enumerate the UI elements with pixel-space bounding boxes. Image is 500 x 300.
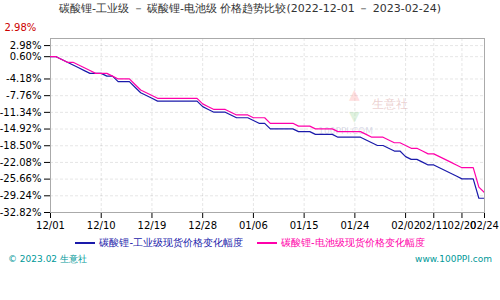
svg-text:02/20: 02/20 xyxy=(447,219,477,231)
svg-text:-25.66%: -25.66% xyxy=(0,173,42,184)
svg-text:▲: ▲ xyxy=(349,86,360,102)
svg-text:-29.24%: -29.24% xyxy=(0,190,42,201)
svg-text:-4.18%: -4.18% xyxy=(6,73,41,84)
svg-text:-7.76%: -7.76% xyxy=(6,90,41,101)
svg-text:2.98%: 2.98% xyxy=(5,22,37,33)
svg-text:-11.34%: -11.34% xyxy=(0,107,42,118)
svg-text:01/06: 01/06 xyxy=(239,220,268,231)
html-text:碳酸锂-工业级现货价格变化幅度: 碳酸锂-工业级现货价格变化幅度 xyxy=(99,237,243,248)
svg-text:-22.08%: -22.08% xyxy=(0,157,42,168)
svg-text:-18.50%: -18.50% xyxy=(0,140,42,151)
svg-text:01/24: 01/24 xyxy=(340,220,369,231)
svg-text:12/01: 12/01 xyxy=(36,220,65,231)
svg-text:100PPI.COM: 100PPI.COM xyxy=(318,125,373,136)
html-text:碳酸锂-电池级现货价格变化幅度: 碳酸锂-电池级现货价格变化幅度 xyxy=(281,237,425,248)
svg-text:-14.92%: -14.92% xyxy=(0,123,42,134)
html-text:© 2023.02 生意社: © 2023.02 生意社 xyxy=(8,254,87,264)
svg-text:生意社: 生意社 xyxy=(372,97,408,111)
svg-text:02/11: 02/11 xyxy=(419,220,448,231)
svg-text:0.60%: 0.60% xyxy=(10,51,42,62)
svg-text:2.98%: 2.98% xyxy=(10,40,42,51)
svg-text:▼: ▼ xyxy=(349,108,360,124)
svg-text:12/19: 12/19 xyxy=(138,220,167,231)
svg-text:12/10: 12/10 xyxy=(87,220,116,231)
svg-text:02/24: 02/24 xyxy=(470,220,499,231)
svg-text:12/28: 12/28 xyxy=(188,220,217,231)
html-text:www.100PPI.com: www.100PPI.com xyxy=(415,254,492,264)
svg-text:-32.82%: -32.82% xyxy=(0,207,42,218)
svg-text:02/02: 02/02 xyxy=(391,220,420,231)
html-text:碳酸锂-工业级 － 碳酸锂-电池级 价格趋势比较(2022-: 碳酸锂-工业级 － 碳酸锂-电池级 价格趋势比较(2022-12-01 － 20… xyxy=(59,2,441,15)
svg-text:01/15: 01/15 xyxy=(290,220,319,231)
